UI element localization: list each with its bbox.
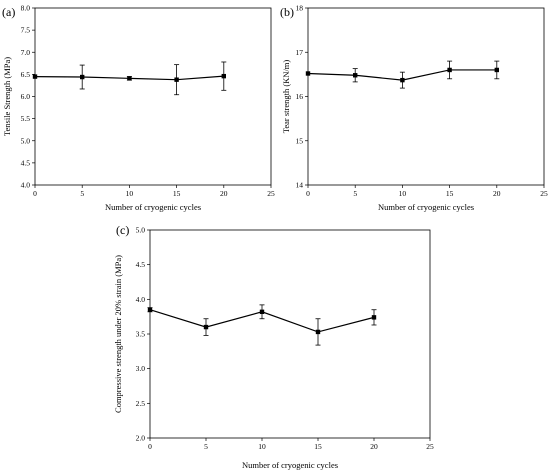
y-tick-label: 7.5 bbox=[21, 26, 31, 35]
x-tick-label: 10 bbox=[399, 189, 407, 198]
y-tick-label: 2.5 bbox=[136, 399, 146, 408]
chart-panel-3: (c) 0 5 10 15 20 25 2.0 2.5 3.0 3.5 4.0 4.5 5.0 Number… bbox=[113, 223, 434, 470]
y-tick-label: 17 bbox=[296, 48, 304, 57]
x-tick-label: 25 bbox=[426, 442, 434, 451]
y-tick-label: 8.0 bbox=[21, 4, 31, 13]
x-tick-label: 5 bbox=[204, 442, 208, 451]
y-tick-label: 5.0 bbox=[21, 136, 31, 145]
y-tick-label: 14 bbox=[296, 181, 304, 190]
y-tick-label: 18 bbox=[296, 4, 304, 13]
y-tick-label: 7.0 bbox=[21, 48, 31, 57]
y-axis-title: Tear strength (KN/m) bbox=[281, 60, 291, 134]
data-point bbox=[353, 73, 358, 78]
data-point bbox=[259, 309, 265, 315]
data-point bbox=[203, 324, 209, 330]
data-point bbox=[32, 74, 38, 79]
chart-panel-1: (a) 0 5 10 15 20 25 4.0 4.5 5.0 5.5 6.0 6.5 7.0 7.5 8.0… bbox=[2, 4, 275, 213]
y-tick-label: 4.5 bbox=[21, 158, 31, 167]
x-tick-label: 15 bbox=[173, 189, 181, 198]
x-tick-label: 5 bbox=[353, 189, 357, 198]
panel-label: (b) bbox=[280, 5, 294, 19]
panel-label: (c) bbox=[116, 223, 129, 237]
data-point bbox=[305, 71, 311, 76]
y-tick-label: 2.0 bbox=[136, 434, 146, 443]
panel-label: (a) bbox=[2, 5, 15, 19]
x-tick-label: 20 bbox=[370, 442, 378, 451]
x-tick-label: 5 bbox=[80, 189, 84, 198]
y-tick-label: 5.5 bbox=[21, 114, 31, 123]
x-tick-label: 25 bbox=[540, 189, 548, 198]
data-point bbox=[494, 67, 499, 73]
x-tick-label: 15 bbox=[446, 189, 454, 198]
x-tick-label: 25 bbox=[267, 189, 275, 198]
x-tick-label: 20 bbox=[493, 189, 501, 198]
data-point bbox=[80, 74, 85, 80]
x-axis-title: Number of cryogenic cycles bbox=[242, 460, 338, 470]
y-tick-label: 15 bbox=[296, 136, 304, 145]
y-tick-label: 16 bbox=[296, 92, 304, 101]
plot-frame bbox=[149, 229, 431, 439]
x-tick-label: 10 bbox=[258, 442, 266, 451]
data-point bbox=[221, 73, 226, 79]
y-tick-label: 6.5 bbox=[21, 70, 31, 79]
y-tick-label: 4.0 bbox=[21, 181, 31, 190]
y-tick-label: 3.5 bbox=[136, 330, 146, 339]
x-axis-title: Number of cryogenic cycles bbox=[378, 202, 474, 212]
data-point bbox=[400, 77, 405, 83]
y-tick-label: 3.0 bbox=[136, 364, 146, 373]
x-axis-title: Number of cryogenic cycles bbox=[105, 202, 201, 212]
x-tick-label: 0 bbox=[148, 442, 152, 451]
y-axis-title: Compressive strength under 20% strain (M… bbox=[113, 255, 123, 413]
plot-frame bbox=[34, 7, 272, 186]
y-axis-title: Tensile Strength (MPa) bbox=[2, 57, 12, 136]
chart-panel-2: (b) 0 5 10 15 20 25 14 15 16 17 18 Number of cryogen… bbox=[280, 4, 548, 213]
data-point bbox=[371, 315, 377, 320]
data-point bbox=[315, 329, 321, 335]
x-tick-label: 20 bbox=[220, 189, 228, 198]
x-tick-label: 10 bbox=[126, 189, 134, 198]
y-tick-label: 4.0 bbox=[136, 295, 146, 304]
plot-frame bbox=[307, 7, 545, 186]
data-point bbox=[174, 77, 179, 82]
data-point bbox=[147, 307, 153, 312]
y-tick-label: 5.0 bbox=[136, 226, 146, 235]
data-point bbox=[127, 76, 132, 81]
x-tick-label: 0 bbox=[306, 189, 310, 198]
data-point bbox=[447, 67, 452, 73]
y-tick-label: 4.5 bbox=[136, 260, 146, 269]
x-tick-label: 0 bbox=[33, 189, 37, 198]
x-tick-label: 15 bbox=[314, 442, 322, 451]
y-tick-label: 6.0 bbox=[21, 92, 31, 101]
